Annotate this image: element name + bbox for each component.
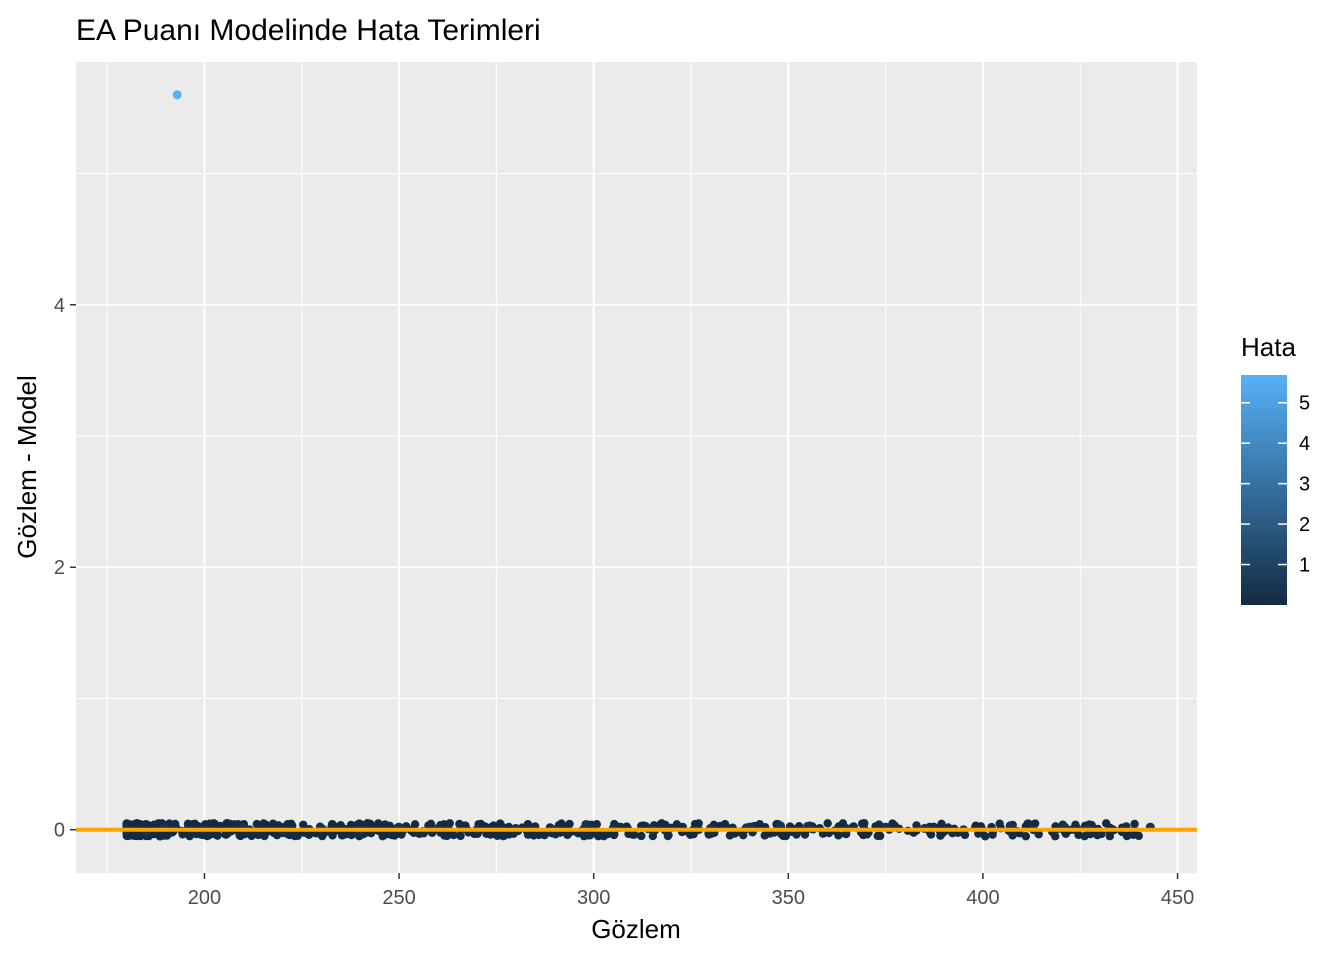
residual-point [637,831,646,841]
minor-gridlines [76,62,1197,873]
residual-point [755,819,764,829]
outlier-layer [172,90,182,100]
residual-point [672,820,682,829]
residual-point [385,830,395,839]
legend-tick-label: 4 [1299,433,1310,455]
residual-point [449,830,458,840]
residual-point [442,831,452,841]
y-tick-label: 4 [54,295,65,317]
plot-panel [76,62,1197,873]
x-tick-label: 400 [966,887,999,909]
x-tick-label: 350 [772,887,805,909]
residual-point [486,830,495,839]
residual-point [290,831,299,841]
residual-point [563,830,572,840]
x-tick-label: 200 [188,887,221,909]
residual-point [456,831,465,841]
legend-ticks: 1 2 3 4 5 [1241,393,1310,577]
y-tick-label: 2 [54,557,65,579]
residual-point [1021,832,1031,841]
residual-point [1008,831,1017,840]
residual-point [657,819,666,828]
residual-point [523,819,533,829]
legend-title: Hata [1241,332,1296,362]
y-axis-ticks: 0 2 4 [54,295,76,842]
residual-point [694,819,703,828]
legend-tick-label: 3 [1299,474,1310,496]
legend-tick-label: 2 [1299,514,1310,536]
residual-point [1134,831,1143,841]
residual-point [565,819,574,829]
residual-point [502,830,511,839]
residual-point [185,831,194,841]
residual-point [981,832,990,841]
x-tick-label: 450 [1161,887,1194,909]
residual-point [339,829,348,839]
residual-point [445,819,454,828]
residual-point [937,819,946,829]
residual-point [823,819,832,828]
legend-tick-label: 5 [1299,393,1310,415]
residual-point [581,819,591,829]
residual-point [523,830,533,839]
legend-colorbar [1241,375,1287,605]
x-tick-label: 300 [577,887,610,909]
residual-point [873,831,882,841]
residual-point [299,820,308,829]
y-axis-title: Gözlem - Model [12,375,42,559]
x-tick-label: 250 [382,887,415,909]
chart-title: EA Puanı Modelinde Hata Terimleri [76,14,541,47]
major-gridlines [76,62,1197,873]
y-tick-label: 0 [54,820,65,842]
residual-point [995,819,1004,828]
x-axis-ticks: 200 250 300 350 400 450 [188,873,1194,909]
outlier-point [172,90,182,100]
residual-point [1023,819,1033,828]
residual-point [628,830,638,839]
residual-point [187,820,197,829]
residual-point [1130,819,1139,829]
color-legend: Hata 1 2 3 4 5 [1241,332,1310,605]
x-axis-title: Gözlem [591,914,681,944]
residual-point [489,821,498,830]
legend-tick-label: 1 [1299,555,1310,577]
residual-point [493,831,502,840]
residual-point [1126,830,1136,839]
